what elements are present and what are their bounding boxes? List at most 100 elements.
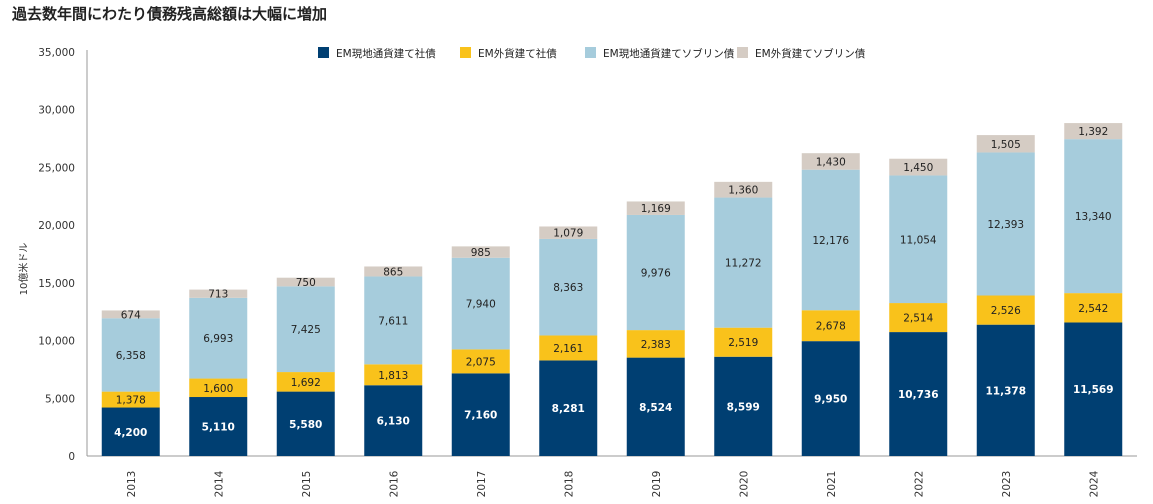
bar-segment-2024-s2 <box>1064 293 1123 323</box>
data-label: 8,281 <box>552 403 585 415</box>
legend-label: EM外貨建て社債 <box>478 47 557 60</box>
x-tick-label: 2018 <box>563 471 575 498</box>
data-label: 8,524 <box>639 402 672 414</box>
data-label: 1,450 <box>903 162 933 174</box>
data-label: 1,692 <box>291 377 321 389</box>
data-label: 2,519 <box>728 337 758 349</box>
data-label: 11,272 <box>725 258 762 270</box>
data-label: 12,393 <box>987 219 1024 231</box>
bar-segment-2015-s4 <box>276 277 335 287</box>
bar-segment-2024-s1 <box>1064 322 1123 456</box>
data-label: 11,378 <box>985 385 1026 397</box>
data-label: 1,600 <box>203 383 233 395</box>
bar-segment-2023-s2 <box>976 295 1035 325</box>
y-tick-label: 30,000 <box>38 105 75 117</box>
legend-swatch <box>460 47 471 58</box>
bar-segment-2020-s1 <box>714 356 773 456</box>
bar-segment-2021-s2 <box>801 310 860 342</box>
data-label: 1,079 <box>553 228 583 240</box>
bar-segment-2021-s4 <box>801 153 860 170</box>
bar-segment-2022-s1 <box>889 332 948 456</box>
x-tick-label: 2013 <box>126 471 138 498</box>
x-tick-label: 2015 <box>301 471 313 498</box>
data-label: 1,169 <box>641 203 671 215</box>
data-label: 1,813 <box>378 370 408 382</box>
data-label: 6,993 <box>203 333 233 345</box>
bar-segment-2019-s2 <box>626 330 685 358</box>
bar-segment-2016-s4 <box>364 266 423 277</box>
legend-swatch <box>318 47 329 58</box>
data-label: 6,130 <box>377 416 410 428</box>
data-label: 7,425 <box>291 324 321 336</box>
bar-segment-2013-s2 <box>101 391 160 408</box>
y-axis-label: 10億米ドル <box>17 243 30 296</box>
x-tick-label: 2023 <box>1001 471 1013 498</box>
x-tick-label: 2022 <box>913 471 925 498</box>
legend-label: EM現地通貨建て社債 <box>336 47 436 60</box>
x-tick-label: 2019 <box>651 471 663 498</box>
legend-swatch <box>585 47 596 58</box>
bar-segment-2013-s4 <box>101 310 160 319</box>
chart-title: 過去数年間にわたり債務残高総額は大幅に増加 <box>12 5 328 23</box>
bar-segment-2018-s1 <box>539 360 598 456</box>
bar-segment-2019-s4 <box>626 201 685 215</box>
bar-segment-2022-s3 <box>889 175 948 304</box>
data-label: 6,358 <box>116 350 146 362</box>
bar-segment-2019-s3 <box>626 214 685 331</box>
bar-segment-2015-s3 <box>276 286 335 373</box>
bar-segment-2015-s1 <box>276 391 335 456</box>
data-label: 10,736 <box>898 389 939 401</box>
data-label: 7,160 <box>464 410 497 422</box>
data-label: 11,569 <box>1073 384 1114 396</box>
bar-segment-2017-s2 <box>451 349 510 374</box>
data-label: 7,611 <box>378 315 408 327</box>
bar-segment-2014-s1 <box>189 397 248 456</box>
data-label: 9,976 <box>641 268 671 280</box>
data-label: 2,161 <box>553 343 583 355</box>
bar-segment-2021-s3 <box>801 169 860 311</box>
data-label: 9,950 <box>814 394 847 406</box>
bar-segment-2020-s2 <box>714 327 773 357</box>
y-tick-label: 15,000 <box>38 278 75 290</box>
bar-segment-2023-s1 <box>976 324 1035 456</box>
x-tick-label: 2024 <box>1088 470 1100 497</box>
x-tick-label: 2017 <box>476 471 488 498</box>
legend-label: EM外貨建てソブリン債 <box>755 47 866 60</box>
bar-segment-2018-s4 <box>539 226 598 239</box>
data-label: 985 <box>471 247 491 259</box>
data-label: 2,542 <box>1078 303 1108 315</box>
bar-segment-2018-s2 <box>539 335 598 361</box>
bar-segment-2013-s1 <box>101 407 160 456</box>
data-label: 1,360 <box>728 185 758 197</box>
data-label: 8,363 <box>553 282 583 294</box>
bar-segment-2016-s1 <box>364 385 423 456</box>
data-label: 1,378 <box>116 395 146 407</box>
y-tick-label: 5,000 <box>45 393 75 405</box>
data-label: 1,430 <box>816 156 846 168</box>
bar-segment-2017-s3 <box>451 257 510 350</box>
data-label: 2,514 <box>903 313 933 325</box>
x-tick-label: 2016 <box>388 470 400 497</box>
data-label: 2,526 <box>991 305 1021 317</box>
data-label: 2,075 <box>466 356 496 368</box>
data-label: 13,340 <box>1075 211 1112 223</box>
legend-swatch <box>737 47 748 58</box>
bar-segment-2023-s4 <box>976 135 1035 153</box>
y-tick-label: 35,000 <box>38 47 75 59</box>
bar-segment-2016-s3 <box>364 276 423 365</box>
data-label: 750 <box>296 277 316 289</box>
bar-segment-2020-s3 <box>714 197 773 328</box>
bar-segment-2020-s4 <box>714 181 773 198</box>
x-tick-label: 2020 <box>738 471 750 498</box>
bar-segment-2021-s1 <box>801 341 860 456</box>
legend-label: EM現地通貨建てソブリン債 <box>603 47 735 60</box>
data-label: 1,505 <box>991 139 1021 151</box>
data-label: 1,392 <box>1078 126 1108 138</box>
bar-segment-2014-s2 <box>189 378 248 398</box>
data-label: 713 <box>208 289 228 301</box>
y-tick-label: 25,000 <box>38 162 75 174</box>
bar-segment-2017-s1 <box>451 373 510 456</box>
bar-segment-2016-s2 <box>364 364 423 386</box>
bar-segment-2014-s4 <box>189 289 248 298</box>
